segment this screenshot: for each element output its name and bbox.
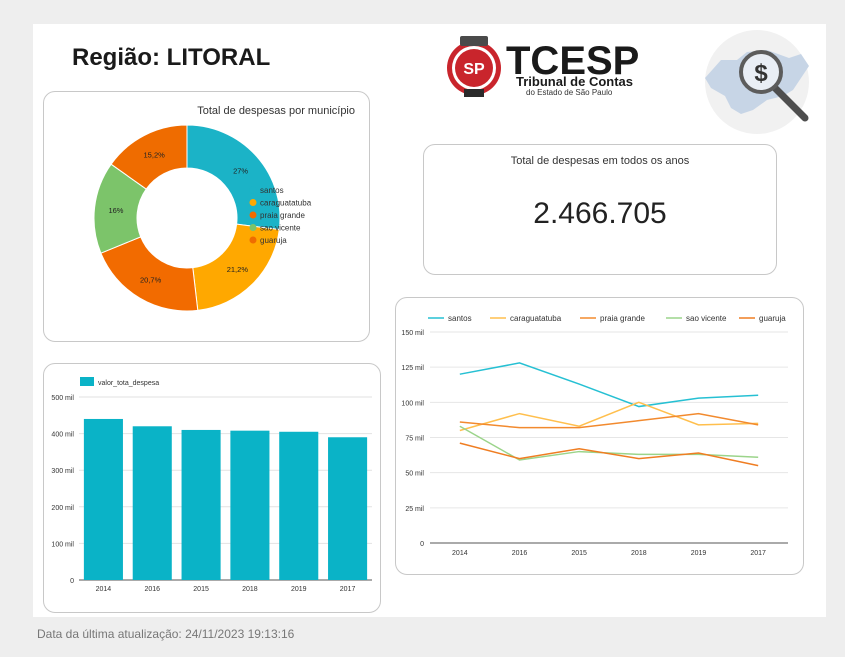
bar-x-tick: 2015 [193, 586, 209, 593]
legend-label[interactable]: santos [260, 186, 284, 195]
donut-slice-label: 15,2% [144, 150, 166, 159]
sao-paulo-map-money-magnifier-icon: $ [705, 30, 809, 134]
kpi-card: Total de despesas em todos os anos 2.466… [423, 144, 777, 275]
line-x-tick: 2014 [452, 550, 468, 557]
bar-y-tick: 100 mil [51, 541, 74, 548]
bar-2016[interactable] [132, 426, 172, 580]
line-y-tick: 50 mil [405, 471, 424, 478]
line-y-tick: 150 mil [401, 330, 424, 337]
line-x-tick: 2018 [631, 550, 647, 557]
bar-2019[interactable] [279, 431, 319, 580]
bar-chart: valor_tota_despesa 0 100 mil 200 mil 300 mil… [51, 377, 372, 593]
legend-marker [249, 186, 257, 194]
line-x-tick: 2017 [750, 550, 766, 557]
bar-2015[interactable] [181, 429, 221, 580]
donut-chart-title: Total de despesas por município [197, 105, 355, 117]
tcesp-logo: SP TCESP Tribunal de Contas do Estado de… [447, 36, 639, 97]
bar-y-tick: 200 mil [51, 505, 74, 512]
bar-2017[interactable] [328, 437, 368, 580]
bar-legend-label: valor_tota_despesa [98, 380, 159, 387]
donut-slice-label: 16% [108, 206, 123, 215]
donut-slice-label: 20,7% [140, 276, 162, 285]
donut-slice-santos[interactable] [186, 124, 281, 231]
donut-chart: Total de despesas por município 27% 21,2%… [93, 105, 355, 312]
svg-text:$: $ [754, 60, 768, 87]
bar-y-tick: 400 mil [51, 432, 74, 439]
line-chart: santos caraguatatuba praia grande sao vicen… [401, 314, 788, 557]
line-x-tick: 2015 [571, 550, 587, 557]
line-y-tick: 0 [420, 541, 424, 548]
legend-label[interactable]: sao vicente [260, 224, 301, 233]
legend-marker [249, 224, 257, 231]
line-y-tick: 125 mil [401, 365, 424, 372]
line-y-tick: 100 mil [401, 400, 424, 407]
kpi-label: Total de despesas em todos os anos [510, 155, 690, 167]
logo-line2: do Estado de São Paulo [526, 88, 613, 97]
donut-slice-label: 27% [233, 167, 248, 176]
line-legend-label[interactable]: praia grande [600, 314, 645, 323]
svg-text:SP: SP [463, 61, 485, 78]
donut-chart-card: Total de despesas por município 27% 21,2%… [43, 91, 370, 342]
bar-legend-marker [80, 377, 94, 386]
donut-slice-praia-grande[interactable] [100, 236, 199, 312]
bar-x-tick: 2016 [144, 586, 160, 593]
line-legend-label[interactable]: guaruja [759, 314, 786, 323]
kpi-value: 2.466.705 [533, 197, 667, 230]
line-series-santos[interactable] [459, 362, 759, 408]
line-series-praia-grande[interactable] [459, 412, 759, 429]
bar-chart-card: valor_tota_despesa 0 100 mil 200 mil 300 mil… [43, 363, 381, 613]
bar-y-tick: 500 mil [51, 395, 74, 402]
line-series-guaruja[interactable] [459, 442, 759, 467]
legend-marker [249, 211, 257, 219]
legend-marker [249, 236, 257, 244]
sp-seal-icon: SP [447, 36, 501, 97]
bar-2018[interactable] [230, 430, 270, 580]
page-title: Região: LITORAL [72, 44, 271, 71]
bar-y-tick: 300 mil [51, 468, 74, 475]
bar-x-tick: 2017 [340, 586, 356, 593]
legend-label[interactable]: caraguatatuba [260, 199, 312, 208]
line-x-tick: 2019 [691, 550, 707, 557]
legend-label[interactable]: guaruja [260, 236, 287, 245]
line-legend-label[interactable]: santos [448, 314, 472, 323]
line-legend-label[interactable]: sao vicente [686, 314, 727, 323]
line-chart-card: santos caraguatatuba praia grande sao vicen… [395, 297, 804, 575]
legend-marker [249, 199, 257, 206]
logo-line1: Tribunal de Contas [516, 74, 633, 89]
line-series-caraguatatuba[interactable] [459, 401, 759, 432]
legend-label[interactable]: praia grande [260, 211, 305, 220]
bar-y-tick: 0 [70, 578, 74, 585]
bar-x-tick: 2014 [96, 586, 112, 593]
bar-2014[interactable] [83, 418, 123, 580]
line-legend-label[interactable]: caraguatatuba [510, 314, 562, 323]
line-x-tick: 2016 [512, 550, 528, 557]
donut-slice-label: 21,2% [227, 265, 249, 274]
line-y-tick: 25 mil [405, 506, 424, 513]
logo-acronym: TCESP [506, 39, 639, 83]
line-y-tick: 75 mil [405, 436, 424, 443]
bar-x-tick: 2019 [291, 586, 307, 593]
donut-slice-guaruja[interactable] [110, 124, 188, 190]
last-update-text: Data da última atualização: 24/11/2023 1… [37, 627, 295, 641]
bar-x-tick: 2018 [242, 586, 258, 593]
